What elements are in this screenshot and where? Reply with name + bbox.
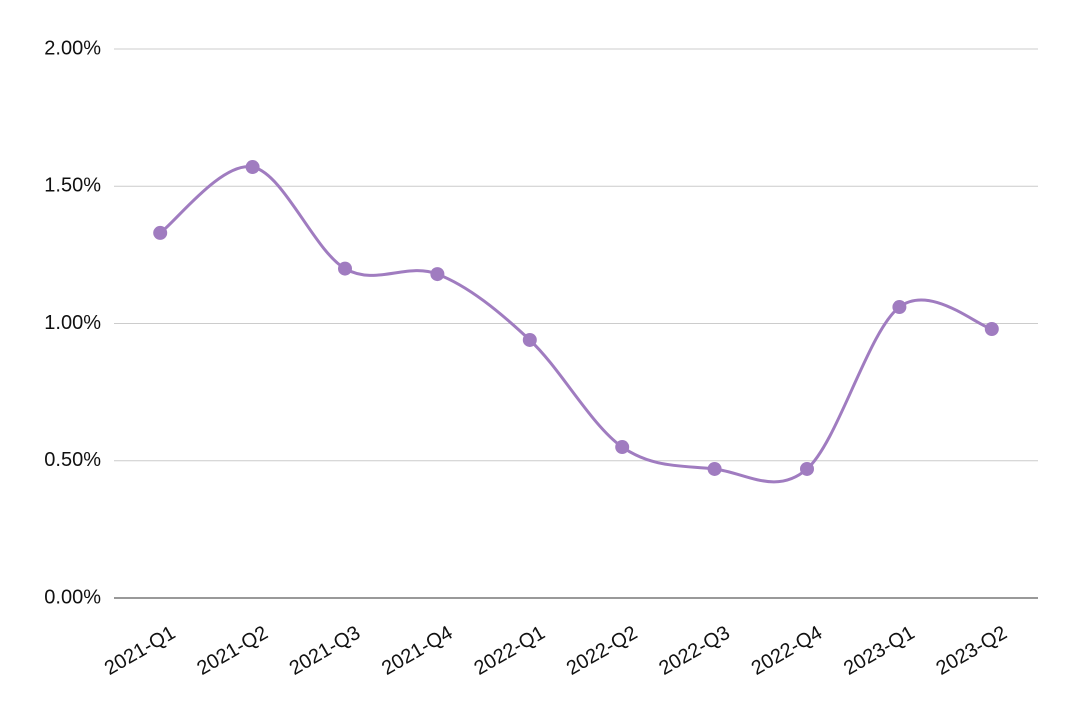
point: [707, 461, 722, 476]
x-tick-label: 2022-Q2: [563, 622, 641, 680]
x-tick-label: 2023-Q2: [933, 622, 1011, 680]
x-tick-label: 2021-Q2: [193, 622, 271, 680]
point: [800, 461, 814, 476]
x-tick-label: 2022-Q3: [655, 622, 733, 680]
x-tick-label: 2022-Q4: [748, 622, 826, 680]
x-tick-label: 2022-Q1: [471, 622, 549, 680]
point: [892, 300, 907, 315]
y-tick-label: 1.00%: [44, 312, 101, 334]
x-tick-label: 2023-Q1: [840, 622, 918, 680]
point: [430, 267, 445, 282]
y-tick-label: 2.00%: [44, 37, 101, 59]
y-tick-label: 1.50%: [44, 175, 101, 197]
x-tick-label: 2021-Q4: [378, 622, 456, 680]
point: [245, 160, 260, 175]
point: [615, 440, 630, 455]
point: [338, 261, 352, 276]
point: [153, 225, 168, 240]
point: [984, 321, 999, 336]
point: [522, 332, 537, 347]
y-tick-label: 0.50%: [44, 449, 101, 471]
x-tick-label: 2021-Q3: [286, 622, 364, 680]
line: [159, 165, 993, 484]
x-tick-label: 2021-Q1: [101, 622, 179, 680]
y-tick-label: 0.00%: [44, 586, 101, 608]
